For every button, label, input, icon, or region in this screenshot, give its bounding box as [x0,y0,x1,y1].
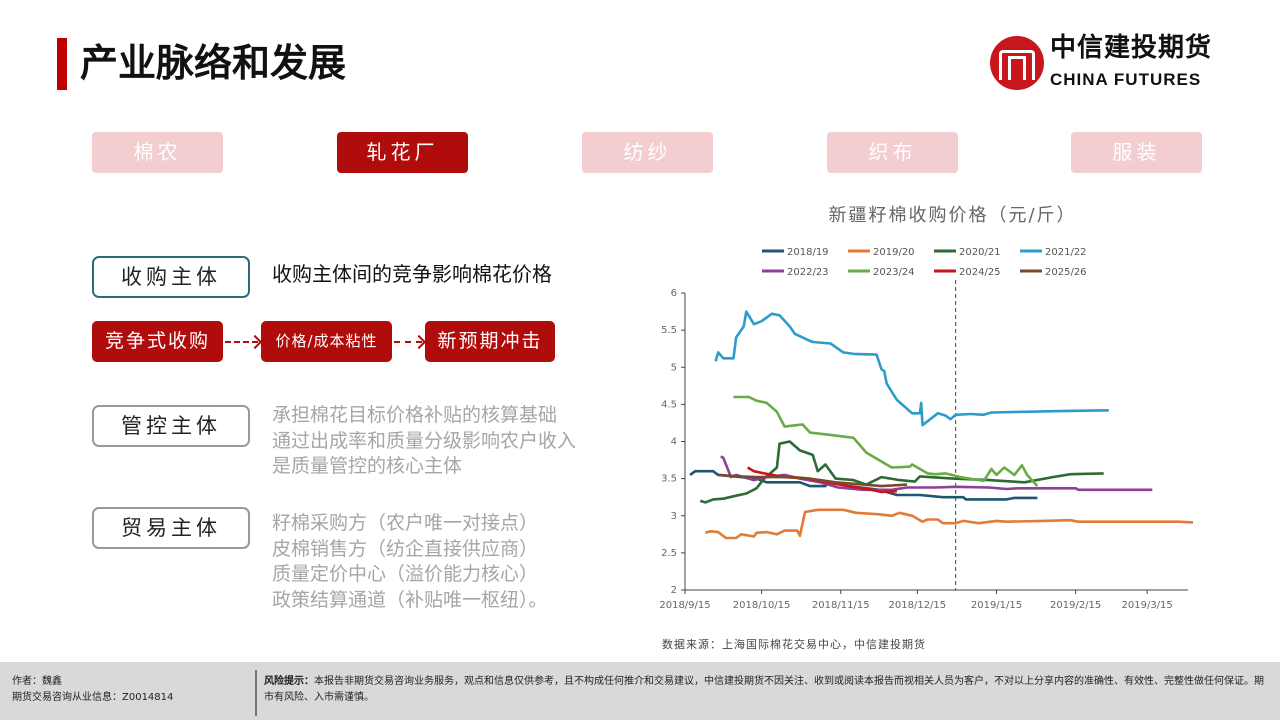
chart-title: 新疆籽棉收购价格（元/斤） [828,205,1077,226]
legend-label: 2023/24 [873,267,915,278]
legend-label: 2024/25 [959,267,1001,278]
title-accent-bar [57,38,67,90]
entity-control: 管控主体 [92,405,250,447]
flow-step-price-stickiness: 价格/成本粘性 [261,321,392,362]
x-tick-label: 2019/3/15 [1122,600,1173,611]
legend-label: 2019/20 [873,247,915,258]
footer: 作者：魏鑫 期货交易咨询从业信息：Z0014814 风险提示：本报告非期货交易咨… [0,662,1280,720]
x-tick-label: 2018/11/15 [812,600,870,611]
series-line-2023-24 [733,395,1039,487]
y-tick-label: 2 [671,585,677,596]
logo-emblem-icon [990,36,1044,90]
author: 作者：魏鑫 [12,676,62,687]
legend-label: 2022/23 [787,267,829,278]
price-line-chart: 2018/19 2019/20 2020/21 2021/22 2022/23 2023/… [659,247,1194,611]
x-tick-label: 2019/1/15 [971,600,1022,611]
flow-step-competitive-purchase: 竞争式收购 [92,321,223,362]
legend-label: 2020/21 [959,247,1001,258]
series-line-2025-26 [718,473,908,488]
desc-line: 质量定价中心（溢价能力核心） [272,563,539,585]
risk-text: 本报告非期货交易咨询业务服务，观点和信息仅供参考，且不构成任何推介和交易建议，中… [264,676,1264,703]
risk-warning: 风险提示：本报告非期货交易咨询业务服务，观点和信息仅供参考，且不构成任何推介和交… [264,674,1264,706]
tab-apparel[interactable]: 服装 [1071,132,1202,173]
footer-divider [255,670,257,716]
desc-line: 皮棉销售方（纺企直接供应商） [272,537,539,560]
y-tick-label: 5 [671,362,677,373]
logo-en: CHINA FUTURES [1050,70,1202,89]
company-logo: 中信建投期货 CHINA FUTURES [988,32,1228,96]
page-title: 产业脉络和发展 [80,41,347,85]
series-line-2021-22 [714,310,1109,427]
logo-cn: 中信建投期货 [1050,33,1213,63]
desc-line: 通过出成率和质量分级影响农户收入 [272,429,577,452]
dashed-arrow-icon [394,341,422,343]
y-tick-label: 2.5 [661,548,677,559]
license-info: 期货交易咨询从业信息：Z0014814 [12,692,174,703]
legend-label: 2021/22 [1045,247,1087,258]
entity-trading-desc: 籽棉采购方（农户唯一对接点） 皮棉销售方（纺企直接供应商） 质量定价中心（溢价能… [272,511,548,613]
x-tick-label: 2018/10/15 [733,600,791,611]
entity-purchasing-desc: 收购主体间的竞争影响棉花价格 [272,262,552,286]
x-tick-label: 2018/12/15 [889,600,947,611]
dashed-arrow-icon [225,341,258,343]
y-tick-label: 3 [671,511,677,522]
tab-spinning[interactable]: 纺纱 [582,132,713,173]
legend-label: 2018/19 [787,247,829,258]
desc-line: 政策结算通道（补贴唯一枢纽）。 [272,588,548,611]
flow-step-new-expectation: 新预期冲击 [425,321,555,362]
tab-cotton-farmer[interactable]: 棉农 [92,132,223,173]
risk-label: 风险提示： [264,676,314,687]
y-tick-label: 5.5 [661,325,677,336]
y-tick-label: 4.5 [661,399,677,410]
entity-control-desc: 承担棉花目标价格补贴的核算基础 通过出成率和质量分级影响农户收入 是质量管控的核… [272,403,576,480]
data-source: 数据来源：上海国际棉花交易中心，中信建投期货 [662,638,926,651]
desc-line: 是质量管控的核心主体 [272,455,463,477]
y-tick-label: 3.5 [661,474,677,485]
x-tick-label: 2018/9/15 [659,600,710,611]
entity-purchasing: 收购主体 [92,256,250,298]
series-line-2019-20 [705,508,1194,540]
y-tick-label: 4 [671,437,677,448]
desc-line: 承担棉花目标价格补贴的核算基础 [272,404,558,426]
entity-trading: 贸易主体 [92,507,250,549]
tab-weaving[interactable]: 织布 [827,132,958,173]
x-tick-label: 2019/2/15 [1050,600,1101,611]
tab-ginnery[interactable]: 轧花厂 [337,132,468,173]
legend-label: 2025/26 [1045,267,1087,278]
y-tick-label: 6 [671,288,677,299]
desc-line: 籽棉采购方（农户唯一对接点） [272,512,539,534]
